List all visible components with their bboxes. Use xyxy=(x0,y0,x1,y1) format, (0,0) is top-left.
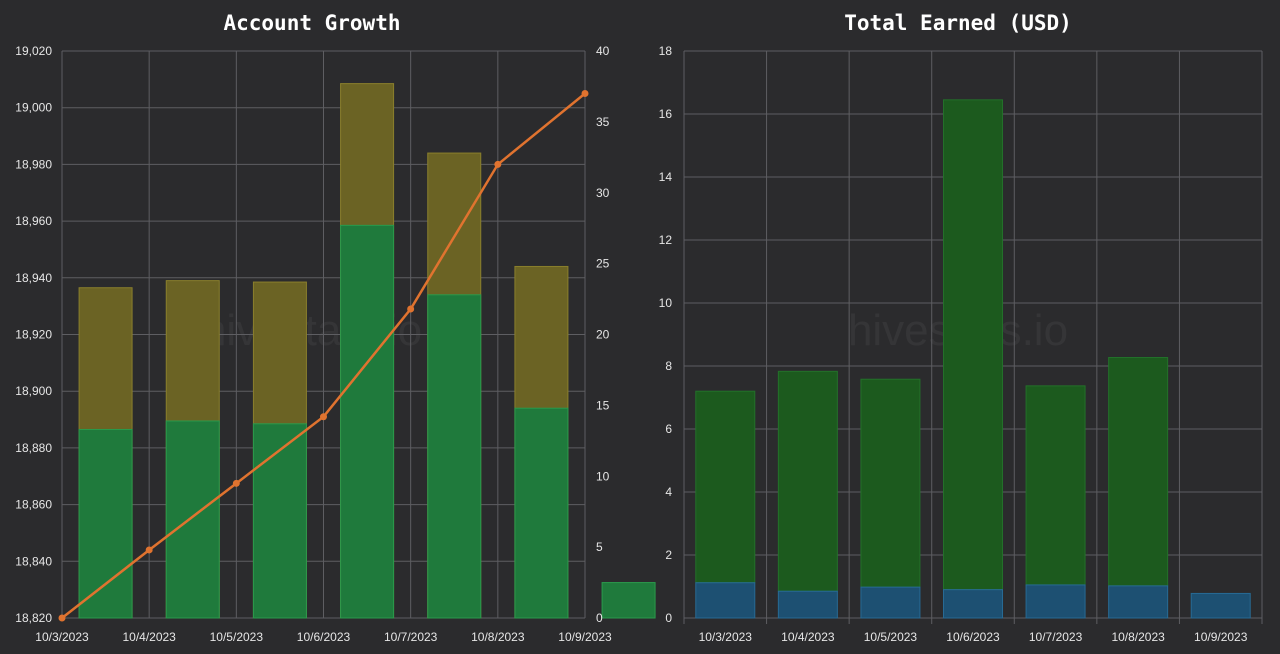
bar-upper xyxy=(695,390,756,584)
bar-lower xyxy=(1025,584,1086,619)
total-earned-title: Total Earned (USD) xyxy=(844,11,1072,35)
y-tick-label: 10 xyxy=(659,296,673,310)
bar-lower xyxy=(777,590,838,619)
x-tick-label: 10/6/2023 xyxy=(297,630,351,644)
x-tick-label: 10/4/2023 xyxy=(781,630,835,644)
x-tick-label: 10/4/2023 xyxy=(122,630,176,644)
bar-base xyxy=(78,428,133,619)
y-tick-label: 18,880 xyxy=(15,441,52,455)
bar-upper xyxy=(1025,385,1086,586)
x-tick-label: 10/7/2023 xyxy=(1029,630,1083,644)
account-growth-chart: Account Growth hivestats.io 18,82018,840… xyxy=(15,11,656,644)
y-tick-label: 18,900 xyxy=(15,384,52,398)
bar-base xyxy=(514,407,569,619)
y-tick-label: 14 xyxy=(659,170,673,184)
bar-base xyxy=(165,420,220,619)
y2-tick-label: 40 xyxy=(596,44,610,58)
bar-lower xyxy=(943,589,1003,619)
bar-lower xyxy=(860,586,921,619)
account-growth-line xyxy=(58,90,589,622)
y-tick-label: 2 xyxy=(665,548,672,562)
line-point xyxy=(581,90,589,98)
total-earned-y-axis: 0 2 4 6 8 10 12 14 16 18 xyxy=(659,44,673,625)
x-tick-label: 10/8/2023 xyxy=(1111,630,1165,644)
bar-lower xyxy=(1190,592,1251,619)
account-growth-y2-axis: 0 5 10 15 20 25 30 35 40 xyxy=(596,44,610,625)
line-point xyxy=(320,413,327,421)
y-tick-label: 18,840 xyxy=(15,554,52,568)
y2-tick-label: 30 xyxy=(596,186,610,200)
line-point xyxy=(232,479,240,487)
bar-base xyxy=(601,582,656,619)
y-tick-label: 18,860 xyxy=(15,498,52,512)
bar-upper xyxy=(777,370,838,592)
total-earned-bars xyxy=(695,99,1251,619)
y2-tick-label: 25 xyxy=(596,257,610,271)
y-tick-label: 18,820 xyxy=(15,611,52,625)
y-tick-label: 18,920 xyxy=(15,328,52,342)
bar-upper xyxy=(943,99,1003,591)
bar-upper xyxy=(860,378,921,588)
y2-tick-label: 15 xyxy=(596,398,610,412)
line-point xyxy=(145,546,153,554)
y-tick-label: 18,940 xyxy=(15,271,52,285)
y-tick-label: 4 xyxy=(665,485,672,499)
y2-tick-label: 0 xyxy=(596,611,603,625)
bar-base xyxy=(427,294,482,619)
line-point xyxy=(407,305,415,313)
bar-base xyxy=(252,423,307,619)
y-tick-label: 19,020 xyxy=(15,44,52,58)
y-tick-label: 19,000 xyxy=(15,101,52,115)
y-tick-label: 18,980 xyxy=(15,157,52,171)
bar-lower xyxy=(1108,585,1169,619)
total-earned-chart: Total Earned (USD) hivestats.io 02468101… xyxy=(659,11,1263,644)
x-tick-label: 10/7/2023 xyxy=(384,630,438,644)
account-growth-x-axis: 10/3/2023 10/4/2023 10/5/2023 10/6/2023 10/7… xyxy=(35,630,612,644)
x-tick-label: 10/3/2023 xyxy=(699,630,753,644)
x-tick-label: 10/5/2023 xyxy=(210,630,264,644)
bar-upper xyxy=(1108,356,1169,587)
y-tick-label: 6 xyxy=(665,422,672,436)
x-tick-label: 10/9/2023 xyxy=(1194,630,1248,644)
account-growth-grid xyxy=(61,50,586,619)
y-tick-label: 0 xyxy=(665,611,672,625)
bar-lower xyxy=(695,582,756,619)
y2-tick-label: 10 xyxy=(596,469,610,483)
y-tick-label: 8 xyxy=(665,359,672,373)
x-tick-label: 10/3/2023 xyxy=(35,630,89,644)
line-point xyxy=(494,160,502,168)
account-growth-bars xyxy=(78,83,656,619)
line-point xyxy=(58,614,66,622)
y2-tick-label: 20 xyxy=(596,328,610,342)
x-tick-label: 10/6/2023 xyxy=(946,630,1000,644)
y-tick-label: 18,960 xyxy=(15,214,52,228)
y-tick-label: 16 xyxy=(659,107,673,121)
y2-tick-label: 35 xyxy=(596,115,610,129)
y-tick-label: 18 xyxy=(659,44,673,58)
x-tick-label: 10/5/2023 xyxy=(864,630,918,644)
total-earned-x-axis: 10/3/2023 10/4/2023 10/5/2023 10/6/2023 10/7… xyxy=(699,630,1248,644)
account-growth-y-axis: 18,820 18,840 18,860 18,880 18,900 18,920 18,9… xyxy=(15,44,52,625)
y-tick-label: 12 xyxy=(659,233,673,247)
y2-tick-label: 5 xyxy=(596,540,603,554)
bar-base xyxy=(340,224,395,619)
x-tick-label: 10/9/2023 xyxy=(558,630,612,644)
x-tick-label: 10/8/2023 xyxy=(471,630,525,644)
account-growth-title: Account Growth xyxy=(223,11,400,35)
